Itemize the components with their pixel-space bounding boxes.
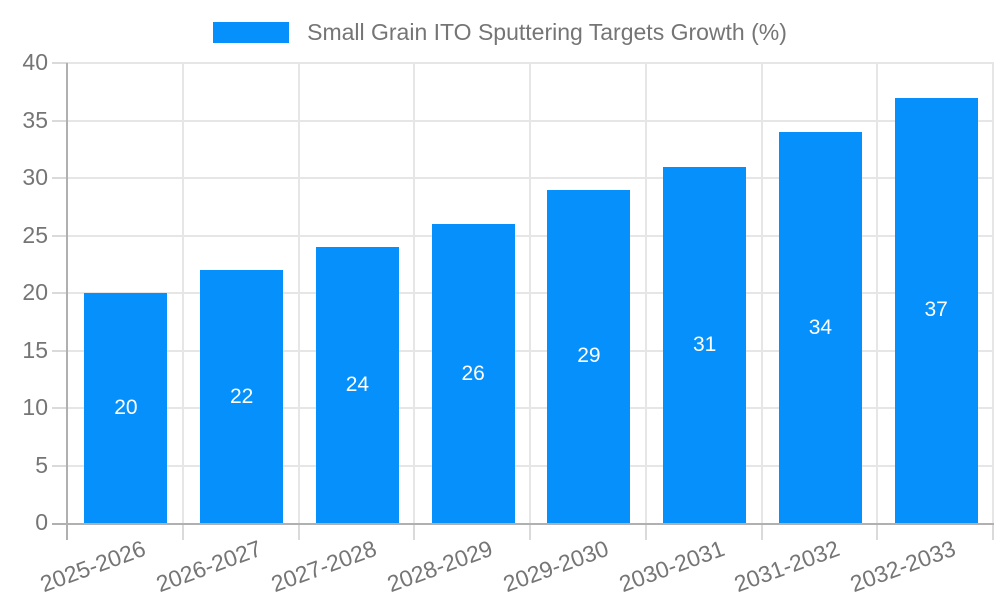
y-axis-line bbox=[66, 63, 68, 540]
x-gridline bbox=[644, 63, 647, 523]
bar-value-label: 20 bbox=[114, 396, 138, 419]
x-gridline bbox=[760, 63, 763, 523]
y-axis-label: 30 bbox=[22, 164, 48, 190]
x-axis-line bbox=[52, 523, 994, 525]
x-gridline bbox=[876, 63, 879, 523]
x-gridline bbox=[529, 63, 531, 523]
y-axis-tick bbox=[52, 464, 68, 467]
bar-value-label: 34 bbox=[808, 315, 833, 339]
bar-2031-2032[interactable]: 34 bbox=[778, 132, 862, 523]
bar-2025-2026[interactable]: 20 bbox=[84, 293, 168, 523]
y-axis-tick bbox=[52, 234, 68, 237]
legend-label: Small Grain ITO Sputtering Targets Growt… bbox=[307, 19, 787, 45]
y-gridline bbox=[68, 62, 994, 64]
bar-2028-2029[interactable]: 26 bbox=[431, 224, 515, 523]
bar-value-label: 37 bbox=[924, 298, 948, 322]
y-gridline bbox=[68, 464, 994, 467]
y-axis: 0 5 10 15 20 25 30 35 40 bbox=[0, 49, 48, 535]
x-axis: 2025-2026 2026-2027 2027-2028 2028-2029 2029… bbox=[37, 523, 994, 600]
y-axis-tick bbox=[52, 62, 68, 64]
y-axis-tick bbox=[52, 407, 68, 409]
x-axis-tick bbox=[644, 523, 647, 540]
y-axis-label: 5 bbox=[35, 451, 48, 478]
y-axis-label: 25 bbox=[22, 221, 48, 248]
y-axis-label: 15 bbox=[22, 336, 48, 363]
bar-value-label: 26 bbox=[461, 361, 485, 385]
y-axis-label: 20 bbox=[22, 279, 48, 305]
y-gridline bbox=[68, 177, 994, 179]
x-axis-tick bbox=[529, 523, 531, 540]
y-axis-label: 35 bbox=[22, 106, 48, 133]
y-axis-tick bbox=[52, 349, 68, 352]
bar-value-label: 31 bbox=[692, 332, 717, 356]
x-gridline bbox=[297, 63, 300, 523]
x-axis-tick bbox=[760, 523, 763, 540]
bar-value-label: 24 bbox=[345, 373, 370, 396]
x-axis-tick bbox=[413, 523, 416, 540]
legend[interactable]: Small Grain ITO Sputtering Targets Growt… bbox=[0, 19, 1000, 46]
bar-2029-2030[interactable]: 29 bbox=[547, 189, 631, 523]
y-gridline bbox=[68, 292, 994, 294]
y-axis-label: 0 bbox=[35, 509, 48, 535]
bar-2026-2027[interactable]: 22 bbox=[200, 270, 284, 523]
y-gridline bbox=[68, 407, 994, 409]
x-gridline bbox=[181, 63, 184, 523]
x-gridline bbox=[992, 63, 994, 523]
y-gridline bbox=[68, 119, 994, 122]
x-axis-tick bbox=[297, 523, 300, 540]
y-gridline bbox=[68, 234, 994, 237]
bar-2030-2031[interactable]: 31 bbox=[663, 166, 747, 523]
bar-value-label: 29 bbox=[577, 344, 601, 368]
y-axis-tick bbox=[52, 177, 68, 179]
bar-2032-2033[interactable]: 37 bbox=[894, 97, 978, 523]
y-axis-tick bbox=[52, 119, 68, 122]
y-gridline bbox=[68, 349, 994, 352]
x-axis-tick bbox=[181, 523, 184, 540]
y-axis-label: 40 bbox=[22, 49, 48, 75]
x-axis-tick bbox=[992, 523, 994, 540]
y-axis-label: 10 bbox=[22, 394, 48, 420]
plot-area: 20 22 24 26 29 31 34 37 bbox=[52, 62, 994, 540]
x-axis-tick bbox=[876, 523, 879, 540]
legend-swatch bbox=[213, 22, 290, 43]
bar-value-label: 22 bbox=[229, 384, 254, 408]
x-gridline bbox=[413, 63, 416, 523]
bar-2027-2028[interactable]: 24 bbox=[315, 247, 399, 523]
y-axis-tick bbox=[52, 292, 68, 294]
